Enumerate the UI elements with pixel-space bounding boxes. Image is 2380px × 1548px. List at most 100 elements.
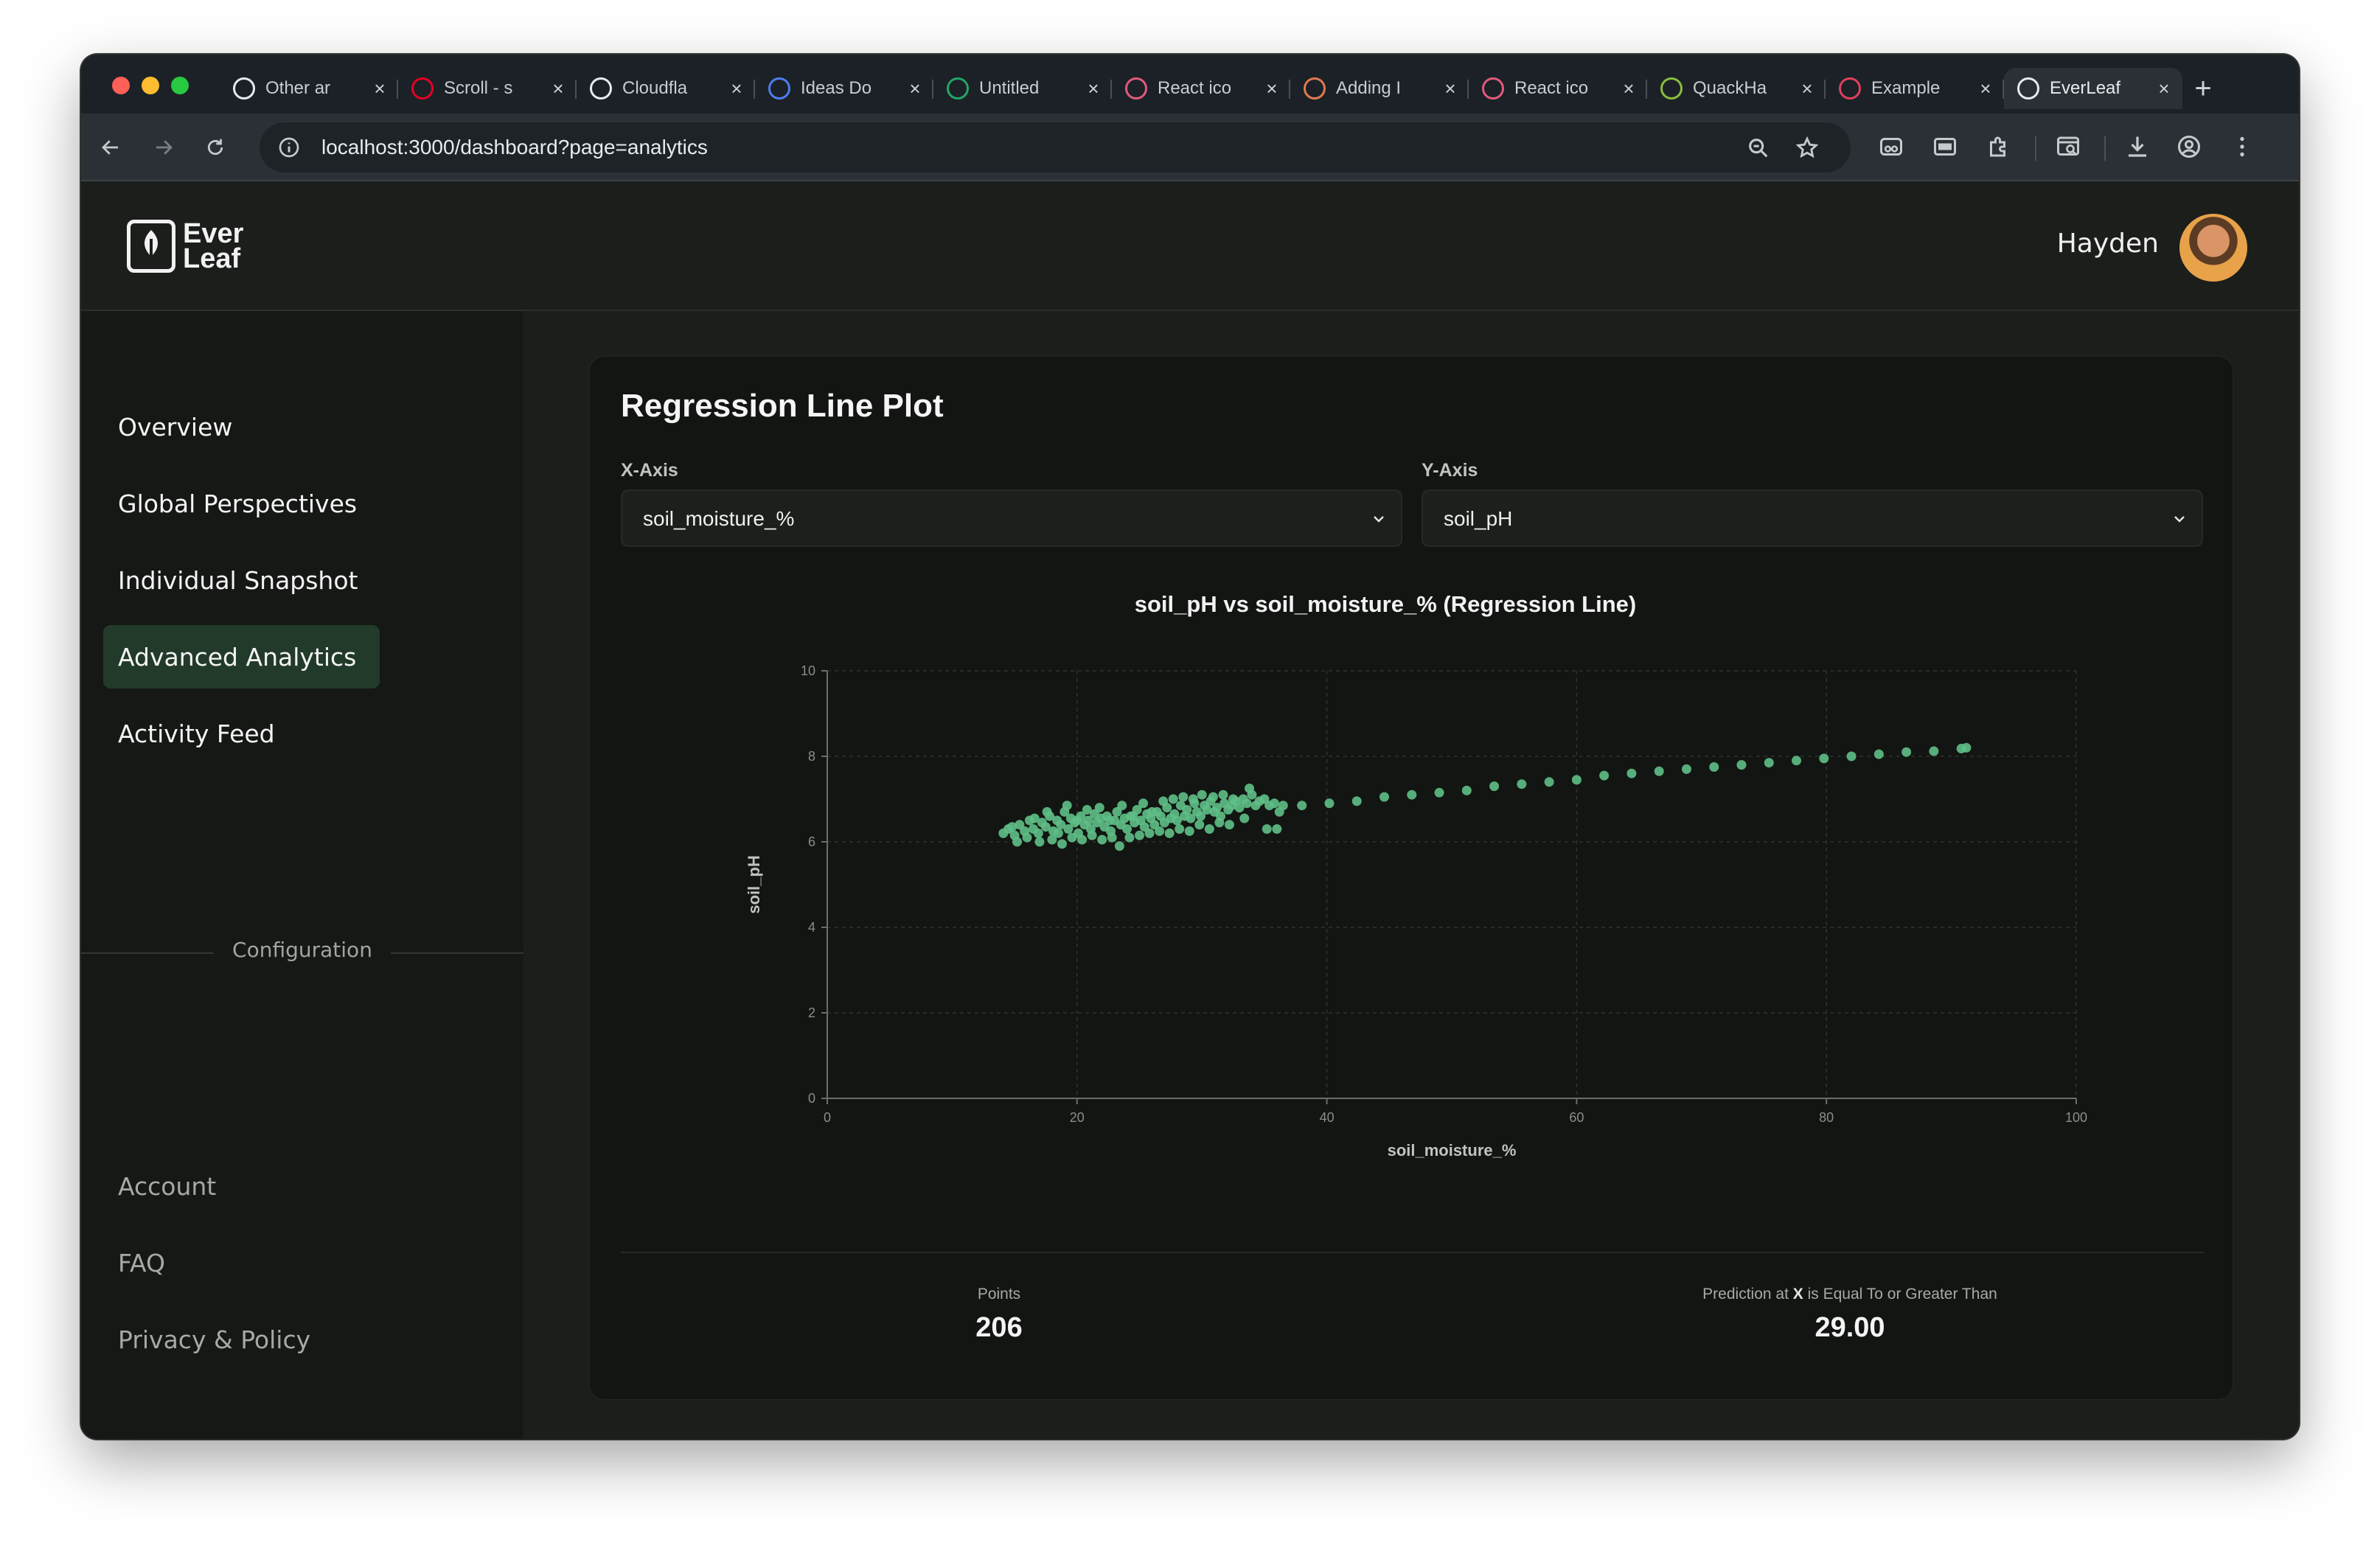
docs-logo-icon [768, 77, 790, 100]
browser-tab[interactable]: Other ar × [220, 68, 398, 109]
back-button[interactable] [94, 131, 127, 164]
scatter-point [1144, 828, 1155, 838]
reload-button[interactable] [199, 131, 232, 164]
browser-tab[interactable]: Scroll - s × [398, 68, 577, 109]
scatter-point [1489, 781, 1500, 792]
scatter-point [1792, 756, 1802, 766]
close-tab-icon[interactable]: × [1623, 77, 1635, 100]
browser-tab[interactable]: QuackHa × [1647, 68, 1826, 109]
scatter-point [1062, 801, 1072, 811]
close-tab-icon[interactable]: × [1088, 77, 1099, 100]
browser-tab[interactable]: EverLeaf × [2004, 68, 2182, 109]
close-tab-icon[interactable]: × [1801, 77, 1813, 100]
browser-tab[interactable]: Cloudfla × [577, 68, 755, 109]
scatter-point [1047, 834, 1057, 845]
scatter-point [1077, 834, 1088, 845]
everleaf-logo[interactable]: Ever Leaf [127, 220, 243, 273]
tab-separator [1110, 80, 1112, 99]
new-tab-button[interactable]: + [2194, 72, 2212, 105]
scatter-point [1114, 841, 1124, 851]
scatter-point [1197, 789, 1207, 800]
scatter-point [1188, 794, 1198, 804]
url-text[interactable]: localhost:3000/dashboard?page=analytics [321, 136, 708, 158]
maximize-window-button[interactable] [171, 77, 189, 94]
scatter-point [1094, 803, 1104, 813]
scatter-point [1202, 805, 1212, 815]
scatter-point [1214, 817, 1225, 828]
browser-tab[interactable]: Untitled × [933, 68, 1112, 109]
scatter-point [1736, 760, 1747, 770]
tab-separator [1646, 80, 1647, 99]
sidebar-item-global-perspectives[interactable]: Global Perspectives [118, 489, 358, 518]
window-icon [1934, 138, 1956, 156]
tab-search-button[interactable] [2051, 130, 2085, 164]
tab-title: Adding I [1336, 78, 1402, 98]
scatter-point [1224, 820, 1234, 830]
profile-button[interactable] [2172, 130, 2206, 164]
bookmark-star-icon[interactable] [1795, 136, 1820, 161]
scatter-point [1194, 820, 1205, 830]
scatter-point [1901, 747, 1912, 757]
x-axis-select[interactable]: soil_moisture_% [621, 489, 1402, 547]
circle-logo-icon [1839, 77, 1861, 100]
close-tab-icon[interactable]: × [552, 77, 564, 100]
scatter-point [1186, 813, 1196, 823]
avatar[interactable] [2179, 214, 2247, 282]
scatter-point [1654, 766, 1664, 776]
close-tab-icon[interactable]: × [909, 77, 921, 100]
sidebar-item-advanced-analytics[interactable]: Advanced Analytics [103, 625, 380, 688]
scatter-point [1022, 832, 1032, 843]
browser-tab[interactable]: React ico × [1112, 68, 1290, 109]
sidebar-item-privacy-policy[interactable]: Privacy & Policy [118, 1325, 311, 1354]
scatter-point [1007, 822, 1017, 832]
chevron-down-icon [2174, 516, 2185, 523]
user-name[interactable]: Hayden [2056, 229, 2159, 259]
scatter-point [1168, 794, 1178, 804]
tab-separator [2003, 80, 2004, 99]
sidebar-item-activity-feed[interactable]: Activity Feed [118, 719, 275, 748]
close-tab-icon[interactable]: × [731, 77, 742, 100]
close-tab-icon[interactable]: × [1980, 77, 1991, 100]
minimize-window-button[interactable] [142, 77, 159, 94]
y-axis-select[interactable]: soil_pH [1422, 489, 2203, 547]
scatter-point [1681, 764, 1691, 774]
close-tab-icon[interactable]: × [1444, 77, 1456, 100]
scatter-point [1599, 770, 1610, 781]
sidebar-item-individual-snapshot[interactable]: Individual Snapshot [118, 565, 358, 595]
tab-separator [932, 80, 933, 99]
prediction-value: 29.00 [1814, 1312, 1885, 1343]
browser-menu-button[interactable] [2225, 130, 2259, 164]
close-tab-icon[interactable]: × [2158, 77, 2170, 100]
scatter-point [1407, 789, 1417, 800]
tab-title: QuackHa [1693, 78, 1767, 98]
zoom-icon[interactable] [1746, 136, 1771, 161]
scatter-point [1117, 801, 1127, 811]
x-tick-label: 60 [1569, 1110, 1584, 1125]
extension-icon[interactable] [1874, 130, 1908, 164]
y-tick-label: 4 [808, 920, 815, 935]
cast-extension-button[interactable] [1928, 130, 1962, 164]
x-tick-label: 100 [2065, 1110, 2087, 1125]
browser-tab[interactable]: React ico × [1469, 68, 1647, 109]
scatter-point [1164, 828, 1175, 838]
extensions-button[interactable] [1982, 130, 2016, 164]
browser-tab[interactable]: Ideas Do × [755, 68, 933, 109]
sidebar-item-account[interactable]: Account [118, 1172, 217, 1201]
browser-tab[interactable]: Adding I × [1290, 68, 1469, 109]
sidebar-item-overview[interactable]: Overview [118, 412, 233, 442]
forward-button[interactable] [147, 131, 180, 164]
tab-separator [1824, 80, 1826, 99]
browser-window: Other ar × Scroll - s × Cloudfla × Ideas Do × Un… [81, 55, 2299, 1439]
x-axis-title: soil_moisture_% [1388, 1141, 1517, 1160]
browser-tab[interactable]: Example × [1826, 68, 2004, 109]
site-info-icon[interactable] [277, 136, 301, 159]
close-tab-icon[interactable]: × [374, 77, 386, 100]
profile-icon [2178, 136, 2200, 158]
close-window-button[interactable] [112, 77, 130, 94]
puzzle-icon [1990, 136, 2005, 157]
address-bar[interactable]: localhost:3000/dashboard?page=analytics [260, 122, 1851, 172]
sidebar-item-faq[interactable]: FAQ [118, 1249, 165, 1277]
close-tab-icon[interactable]: × [1266, 77, 1278, 100]
downloads-button[interactable] [2120, 130, 2154, 164]
scatter-point [1846, 751, 1857, 761]
